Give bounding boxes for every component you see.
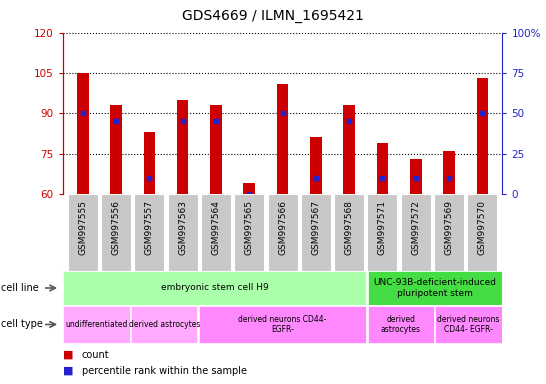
Point <box>145 175 154 181</box>
Bar <box>368 306 434 343</box>
Bar <box>477 78 488 194</box>
Bar <box>144 132 155 194</box>
Point <box>478 110 486 116</box>
Bar <box>435 306 502 343</box>
Text: GSM997563: GSM997563 <box>178 200 187 255</box>
Bar <box>244 183 255 194</box>
Point <box>444 175 453 181</box>
Bar <box>77 73 88 194</box>
Text: GSM997564: GSM997564 <box>211 200 221 255</box>
Text: GSM997570: GSM997570 <box>478 200 487 255</box>
Text: GSM997557: GSM997557 <box>145 200 154 255</box>
Point <box>179 118 187 124</box>
Bar <box>101 194 131 271</box>
Bar <box>134 194 164 271</box>
Text: derived astrocytes: derived astrocytes <box>128 320 200 329</box>
Point <box>112 118 121 124</box>
Text: count: count <box>82 349 110 360</box>
Point <box>311 175 320 181</box>
Text: derived
astrocytes: derived astrocytes <box>381 315 421 334</box>
Text: derived neurons
CD44- EGFR-: derived neurons CD44- EGFR- <box>437 315 500 334</box>
Bar <box>201 194 231 271</box>
Bar <box>177 100 188 194</box>
Bar <box>434 194 464 271</box>
Bar <box>63 271 366 305</box>
Point <box>278 110 287 116</box>
Text: ■: ■ <box>63 349 73 360</box>
Bar <box>310 137 322 194</box>
Text: GSM997567: GSM997567 <box>311 200 321 255</box>
Bar <box>277 84 288 194</box>
Text: ■: ■ <box>63 366 73 376</box>
Text: UNC-93B-deficient-induced
pluripotent stem: UNC-93B-deficient-induced pluripotent st… <box>373 278 496 298</box>
Bar <box>268 194 298 271</box>
Bar <box>110 105 122 194</box>
Bar <box>443 151 455 194</box>
Bar <box>377 143 388 194</box>
Text: GSM997566: GSM997566 <box>278 200 287 255</box>
Bar <box>343 105 355 194</box>
Text: GSM997565: GSM997565 <box>245 200 254 255</box>
Text: GSM997555: GSM997555 <box>78 200 87 255</box>
Bar <box>131 306 197 343</box>
Text: derived neurons CD44-
EGFR-: derived neurons CD44- EGFR- <box>239 315 327 334</box>
Bar <box>199 306 366 343</box>
Bar <box>63 306 130 343</box>
Text: embryonic stem cell H9: embryonic stem cell H9 <box>161 283 269 293</box>
Point <box>378 175 387 181</box>
Bar <box>410 159 422 194</box>
Text: percentile rank within the sample: percentile rank within the sample <box>82 366 247 376</box>
Bar <box>334 194 364 271</box>
Text: GSM997572: GSM997572 <box>411 200 420 255</box>
Bar <box>401 194 431 271</box>
Text: cell line: cell line <box>1 283 39 293</box>
Text: GSM997568: GSM997568 <box>345 200 354 255</box>
Bar <box>168 194 198 271</box>
Text: GSM997569: GSM997569 <box>444 200 454 255</box>
Bar <box>467 194 497 271</box>
Text: GSM997571: GSM997571 <box>378 200 387 255</box>
Text: undifferentiated: undifferentiated <box>66 320 128 329</box>
Bar <box>367 194 397 271</box>
Bar <box>210 105 222 194</box>
Point <box>79 110 87 116</box>
Bar <box>68 194 98 271</box>
Text: GSM997556: GSM997556 <box>111 200 121 255</box>
Point <box>411 175 420 181</box>
Bar <box>368 271 502 305</box>
Point <box>245 191 254 197</box>
Text: GDS4669 / ILMN_1695421: GDS4669 / ILMN_1695421 <box>182 9 364 23</box>
Bar <box>301 194 331 271</box>
Point <box>212 118 221 124</box>
Text: cell type: cell type <box>1 319 43 329</box>
Point <box>345 118 353 124</box>
Bar <box>234 194 264 271</box>
